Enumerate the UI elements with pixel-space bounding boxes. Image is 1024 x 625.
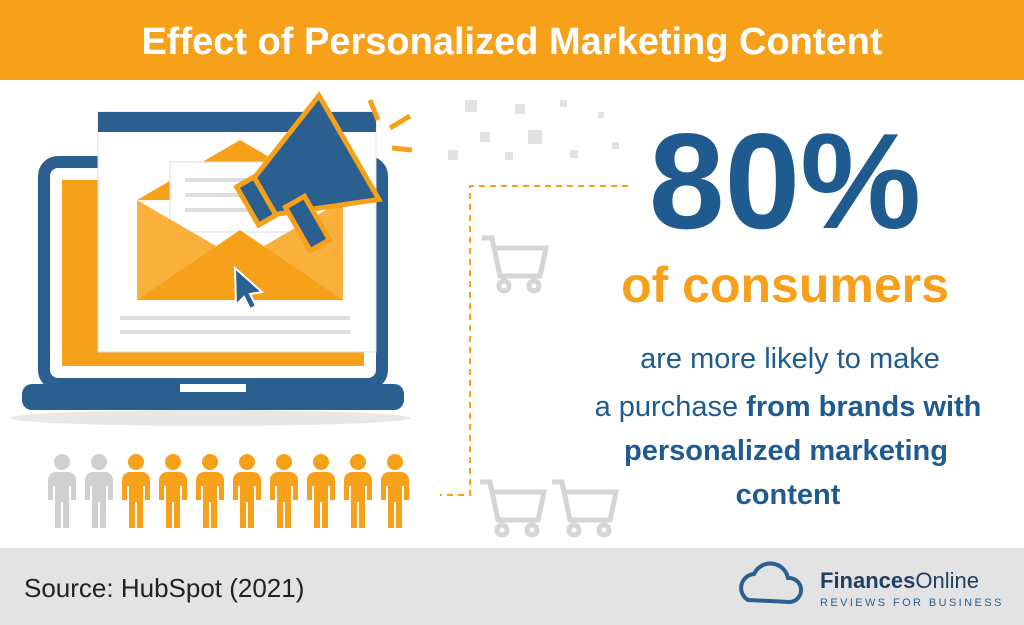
brand-logo: FinancesOnline REVIEWS FOR BUSINESS: [739, 561, 1004, 609]
person-icon: [307, 454, 335, 528]
footer-bar: [0, 548, 1024, 625]
source: Source: HubSpot (2021): [24, 573, 304, 603]
person-icon: [196, 454, 224, 528]
description-line: a purchase from brands with: [595, 391, 982, 423]
carts: [480, 235, 620, 538]
description-line: content: [736, 479, 841, 511]
person-icon: [85, 454, 113, 528]
brand-regular: Online: [915, 568, 979, 593]
person-icon: [344, 454, 372, 528]
title: Effect of Personalized Marketing Content: [141, 21, 882, 63]
person-icon: [122, 454, 150, 528]
brand-tagline: REVIEWS FOR BUSINESS: [820, 597, 1004, 609]
description-line: are more likely to make: [640, 343, 940, 375]
description: are more likely to make a purchase from …: [595, 343, 982, 511]
person-icon: [48, 454, 76, 528]
person-icon: [159, 454, 187, 528]
connector: [440, 185, 628, 496]
person-icon: [381, 454, 409, 528]
stat-subject: of consumers: [621, 257, 949, 313]
person-icon: [270, 454, 298, 528]
brand-bold: Finances: [820, 568, 915, 593]
description-line: personalized marketing: [624, 435, 948, 467]
person-icon: [233, 454, 261, 528]
description-emphasis: from brands with: [746, 391, 981, 423]
stat-value: 80%: [649, 105, 921, 257]
description-text: a purchase: [595, 391, 739, 423]
people-icons: [48, 454, 409, 528]
brand-name: FinancesOnline: [820, 568, 979, 593]
laptop-illustration: [10, 91, 413, 426]
header-bar: [0, 0, 1024, 80]
decor-squares: [448, 100, 619, 160]
